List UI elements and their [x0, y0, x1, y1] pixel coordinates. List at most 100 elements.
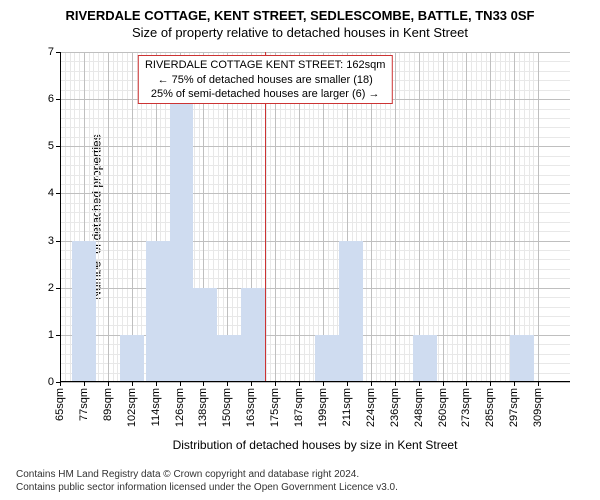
grid-major-h — [60, 288, 570, 289]
grid-minor-h — [60, 109, 570, 110]
grid-minor-v — [486, 52, 487, 382]
grid-minor-h — [60, 325, 570, 326]
y-tick-mark — [56, 99, 60, 100]
grid-minor-v — [433, 52, 434, 382]
grid-major-h — [60, 52, 570, 53]
grid-minor-h — [60, 156, 570, 157]
footer-attribution: Contains HM Land Registry data © Crown c… — [16, 468, 398, 494]
x-tick-label: 114sqm — [150, 388, 162, 426]
grid-minor-h — [60, 259, 570, 260]
x-tick-label: 138sqm — [197, 388, 209, 427]
histogram-bar — [193, 288, 217, 382]
grid-minor-v — [519, 52, 520, 382]
grid-minor-h — [60, 222, 570, 223]
y-tick-mark — [56, 288, 60, 289]
x-tick-label: 224sqm — [365, 388, 377, 427]
grid-minor-v — [476, 52, 477, 382]
x-tick-mark — [251, 382, 252, 386]
y-axis-line — [60, 52, 61, 382]
grid-minor-h — [60, 307, 570, 308]
chart-container: RIVERDALE COTTAGE, KENT STREET, SEDLESCO… — [0, 0, 600, 500]
x-tick-mark — [227, 382, 228, 386]
x-tick-label: 150sqm — [221, 388, 233, 427]
grid-minor-h — [60, 250, 570, 251]
grid-major-v — [514, 52, 515, 382]
x-axis-label: Distribution of detached houses by size … — [60, 438, 570, 452]
y-tick-mark — [56, 193, 60, 194]
chart-subtitle: Size of property relative to detached ho… — [0, 23, 600, 40]
y-tick-mark — [56, 52, 60, 53]
x-tick-label: 297sqm — [508, 388, 520, 427]
x-tick-label: 260sqm — [437, 388, 449, 427]
grid-minor-h — [60, 175, 570, 176]
y-tick-mark — [56, 146, 60, 147]
grid-minor-v — [529, 52, 530, 382]
x-tick-mark — [347, 382, 348, 386]
y-tick-mark — [56, 241, 60, 242]
grid-minor-v — [113, 52, 114, 382]
grid-minor-v — [423, 52, 424, 382]
grid-major-v — [419, 52, 420, 382]
x-tick-mark — [371, 382, 372, 386]
x-tick-mark — [514, 382, 515, 386]
x-tick-label: 199sqm — [317, 388, 329, 427]
x-tick-label: 126sqm — [174, 388, 186, 427]
grid-minor-h — [60, 212, 570, 213]
grid-minor-v — [462, 52, 463, 382]
y-tick-label: 7 — [48, 46, 54, 58]
grid-minor-h — [60, 203, 570, 204]
grid-minor-v — [404, 52, 405, 382]
grid-minor-h — [60, 184, 570, 185]
grid-minor-v — [505, 52, 506, 382]
plot-area: RIVERDALE COTTAGE KENT STREET: 162sqm← 7… — [60, 52, 570, 382]
histogram-bar — [241, 288, 265, 382]
x-tick-mark — [108, 382, 109, 386]
grid-minor-v — [495, 52, 496, 382]
annotation-line: RIVERDALE COTTAGE KENT STREET: 162sqm — [145, 58, 385, 72]
x-tick-label: 163sqm — [245, 388, 257, 427]
grid-minor-h — [60, 137, 570, 138]
x-tick-mark — [180, 382, 181, 386]
grid-minor-v — [481, 52, 482, 382]
grid-minor-v — [103, 52, 104, 382]
x-tick-label: 175sqm — [269, 388, 281, 427]
x-tick-mark — [156, 382, 157, 386]
y-tick-label: 5 — [48, 140, 54, 152]
x-tick-label: 187sqm — [293, 388, 305, 427]
grid-minor-v — [438, 52, 439, 382]
grid-minor-h — [60, 269, 570, 270]
x-tick-label: 236sqm — [389, 388, 401, 427]
grid-minor-h — [60, 297, 570, 298]
y-tick-label: 1 — [48, 329, 54, 341]
histogram-bar — [146, 241, 170, 382]
x-tick-mark — [275, 382, 276, 386]
y-tick-mark — [56, 335, 60, 336]
grid-minor-v — [524, 52, 525, 382]
x-tick-mark — [203, 382, 204, 386]
histogram-bar — [339, 241, 363, 382]
x-tick-mark — [395, 382, 396, 386]
grid-major-h — [60, 382, 570, 383]
x-tick-mark — [84, 382, 85, 386]
annotation-line: 25% of semi-detached houses are larger (… — [145, 87, 385, 101]
x-tick-label: 102sqm — [126, 388, 138, 427]
annotation-line: ← 75% of detached houses are smaller (18… — [145, 73, 385, 87]
histogram-bar — [315, 335, 339, 382]
x-tick-label: 211sqm — [341, 388, 353, 426]
x-tick-label: 285sqm — [484, 388, 496, 427]
grid-minor-v — [117, 52, 118, 382]
x-tick-mark — [490, 382, 491, 386]
x-tick-label: 248sqm — [413, 388, 425, 427]
y-tick-label: 2 — [48, 282, 54, 294]
grid-minor-v — [509, 52, 510, 382]
x-tick-mark — [60, 382, 61, 386]
grid-major-v — [490, 52, 491, 382]
x-tick-label: 309sqm — [532, 388, 544, 427]
grid-major-v — [443, 52, 444, 382]
grid-major-h — [60, 193, 570, 194]
grid-minor-v — [409, 52, 410, 382]
histogram-bar — [72, 241, 96, 382]
histogram-bar — [217, 335, 241, 382]
grid-minor-v — [471, 52, 472, 382]
histogram-bar — [170, 99, 194, 382]
